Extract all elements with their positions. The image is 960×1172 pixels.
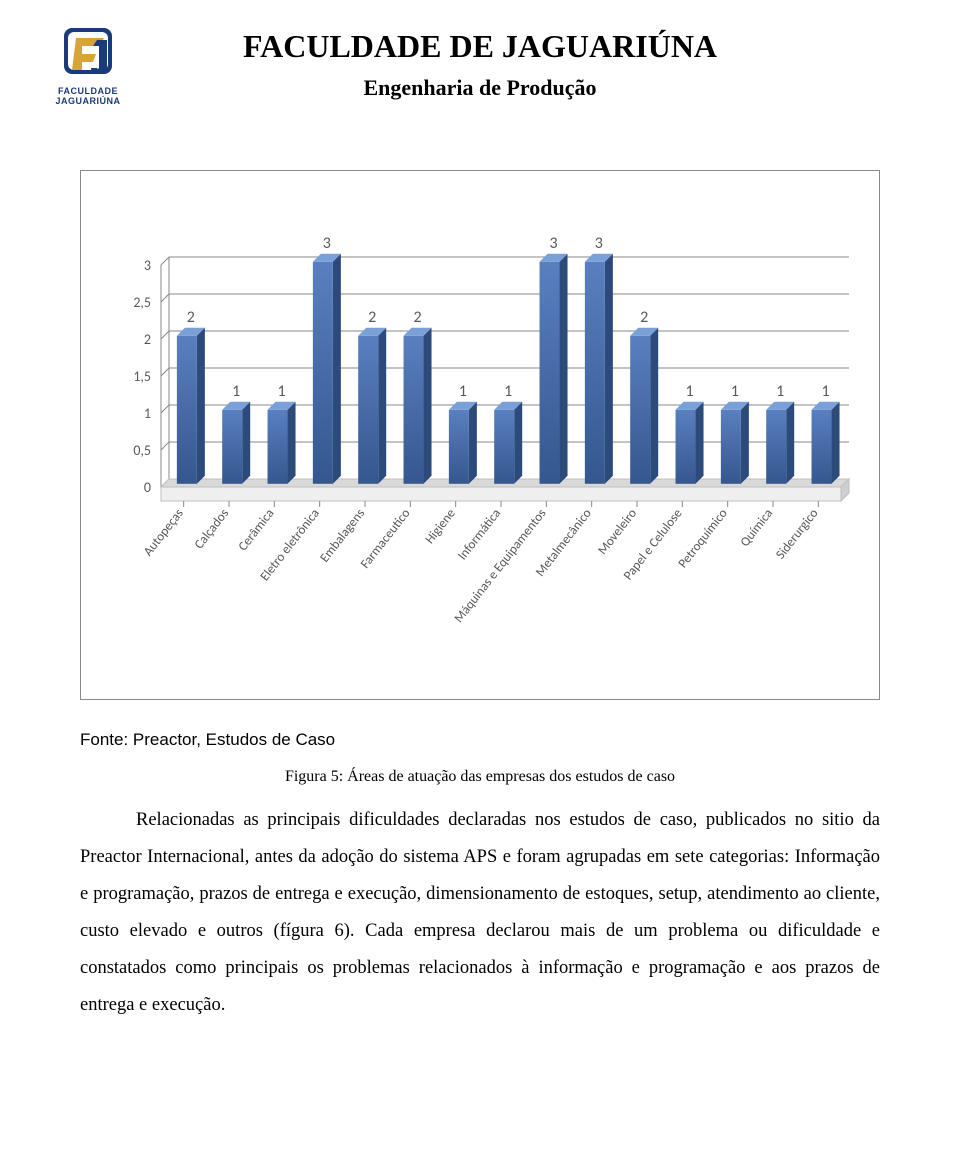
category-label: Embalagens [317, 506, 368, 565]
chart-figure-caption: Figura 5: Áreas de atuação das empresas … [80, 768, 880, 786]
bar-value-label: 1 [504, 382, 512, 401]
bar-value-label: 2 [413, 308, 421, 327]
bar-value-label: 3 [595, 234, 603, 253]
bar-value-label: 1 [731, 382, 739, 401]
category-label: Informática [455, 506, 504, 563]
bar-value-label: 3 [549, 234, 557, 253]
bar-value-label: 1 [821, 382, 829, 401]
svg-text:3: 3 [144, 257, 151, 274]
svg-text:2,5: 2,5 [133, 294, 151, 311]
bar [358, 336, 378, 484]
bar-value-label: 2 [640, 308, 648, 327]
svg-text:0,5: 0,5 [133, 442, 151, 459]
bar [540, 262, 560, 484]
bar [585, 262, 605, 484]
category-label: Higiene [422, 506, 458, 547]
category-label: Moveleiro [595, 506, 640, 558]
bar [766, 410, 786, 484]
bar [721, 410, 741, 484]
body-paragraph-text: Relacionadas as principais dificuldades … [80, 810, 880, 1015]
svg-text:1,5: 1,5 [133, 368, 151, 385]
bar-value-label: 1 [685, 382, 693, 401]
bar-value-label: 2 [187, 308, 195, 327]
bar [676, 410, 696, 484]
bar-value-label: 1 [232, 382, 240, 401]
title-block: FACULDADE DE JAGUARIÚNA Engenharia de Pr… [80, 24, 880, 101]
bar [812, 410, 832, 484]
bar [313, 262, 333, 484]
bar [630, 336, 650, 484]
bar-value-label: 1 [277, 382, 285, 401]
bar-chart: 00,511,522,53AutopeçasCalçadosCerâmicaEl… [80, 170, 880, 700]
bar-value-label: 3 [323, 234, 331, 253]
bar [177, 336, 197, 484]
category-label: Calçados [192, 506, 232, 552]
bar-chart-svg: 00,511,522,53AutopeçasCalçadosCerâmicaEl… [81, 171, 880, 700]
page-header: FACULDADE JAGUARIÚNA FACULDADE DE JAGUAR… [80, 24, 880, 144]
category-label: Cerâmica [236, 506, 278, 554]
bar [449, 410, 469, 484]
page-subtitle: Engenharia de Produção [80, 75, 880, 101]
svg-text:2: 2 [144, 331, 151, 348]
chart-source-caption: Fonte: Preactor, Estudos de Caso [80, 730, 880, 750]
bar [494, 410, 514, 484]
bar-value-label: 2 [368, 308, 376, 327]
bar [268, 410, 288, 484]
category-label: Autopeças [141, 506, 187, 559]
category-label: Máquinas e Equipamentos [451, 506, 549, 626]
category-label: Química [738, 506, 777, 550]
category-label: Siderurgico [773, 506, 821, 562]
svg-text:0: 0 [144, 479, 151, 496]
bar-value-label: 1 [776, 382, 784, 401]
page-title: FACULDADE DE JAGUARIÚNA [80, 24, 880, 65]
bar-value-label: 1 [459, 382, 467, 401]
body-paragraph: Relacionadas as principais dificuldades … [80, 802, 880, 1024]
bar [222, 410, 242, 484]
svg-text:1: 1 [144, 405, 151, 422]
bar [404, 336, 424, 484]
